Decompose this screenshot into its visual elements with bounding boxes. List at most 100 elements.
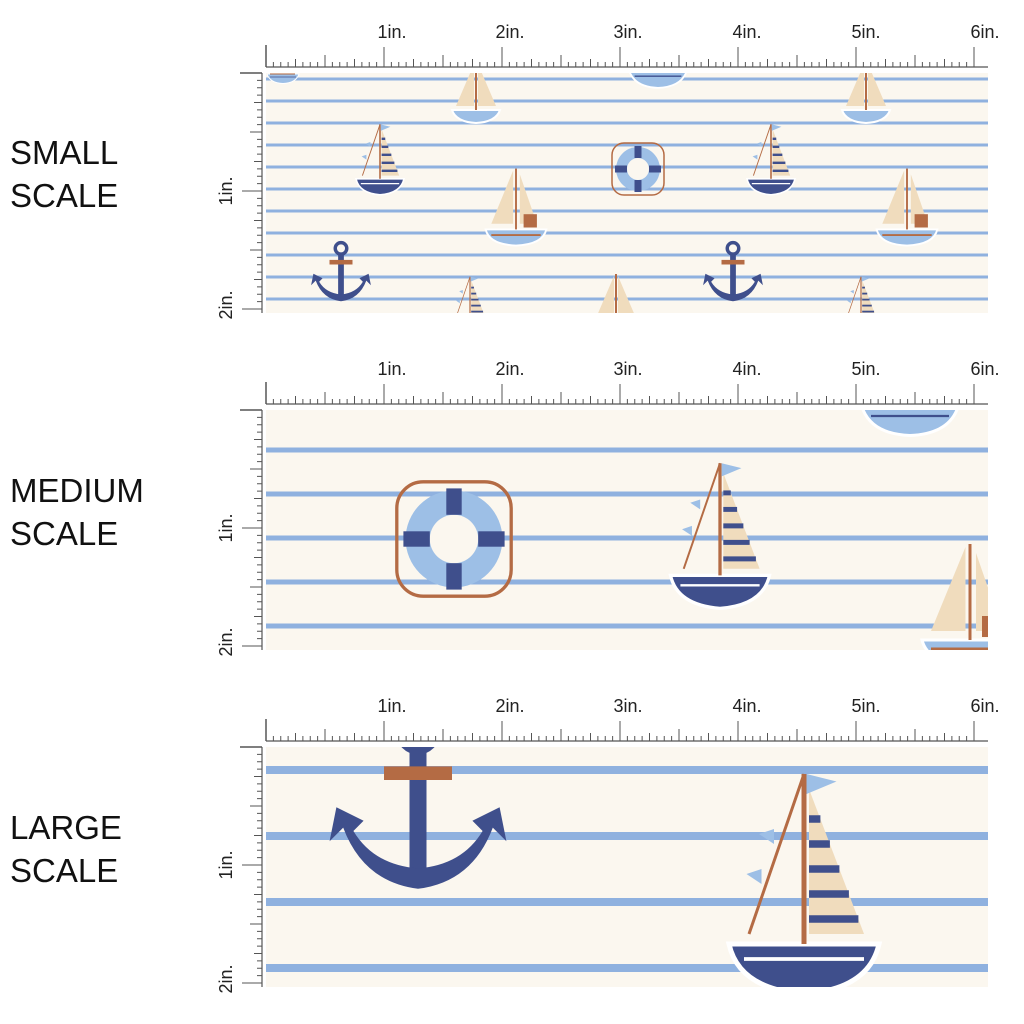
- anchor-shank: [338, 254, 344, 298]
- pennant: [759, 829, 774, 844]
- main-sail: [976, 553, 988, 631]
- ring-hole: [429, 514, 479, 564]
- anchor-arms: [329, 807, 507, 889]
- large-scale-swatch: 1in. 2in. 3in. 4in. 5in. 6in. 1in. 2in.: [216, 696, 1000, 994]
- hull: [484, 228, 548, 247]
- ring-band: [615, 165, 627, 173]
- ruler-label-3in: 3in.: [613, 696, 642, 716]
- side-ruler: [240, 409, 263, 650]
- top-ruler: [265, 45, 988, 68]
- ruler-label-5in: 5in.: [851, 359, 880, 379]
- rope: [611, 142, 665, 196]
- small-scale-swatch: 1in. 2in. 3in. 4in. 5in. 6in. 1in. 2in.: [216, 22, 1000, 320]
- hull: [920, 638, 988, 650]
- stay-line: [682, 462, 721, 570]
- swatch-content: [266, 410, 988, 650]
- pennant: [752, 154, 758, 160]
- anchor-arms: [311, 273, 371, 302]
- flag: [861, 276, 869, 282]
- anchor-ring: [725, 240, 741, 256]
- stay-line: [752, 124, 772, 176]
- stay-line: [457, 276, 471, 313]
- hull: [266, 73, 300, 85]
- sailboat-icon: [355, 124, 405, 196]
- ruler-label-3in: 3in.: [613, 359, 642, 379]
- ruler-label-1in: 1in.: [377, 22, 406, 42]
- hull: [668, 573, 772, 611]
- ruler-label-4in: 4in.: [732, 359, 761, 379]
- side-ruler: [240, 746, 263, 987]
- ring-band: [634, 180, 642, 192]
- swatch-content: [266, 73, 988, 313]
- swatch-content: [266, 747, 988, 987]
- flag: [771, 124, 782, 131]
- sail-left: [456, 73, 474, 106]
- anchor-icon: [311, 240, 371, 302]
- sailboat-icon: [725, 773, 883, 987]
- ruler-label-5in: 5in.: [851, 696, 880, 716]
- hull: [746, 177, 796, 196]
- ruler-label-2in: 2in.: [495, 696, 524, 716]
- ruler-label-2in: 2in.: [495, 359, 524, 379]
- side-ruler: [240, 72, 263, 313]
- sailboat-icon: [840, 73, 892, 125]
- ring-band: [446, 563, 462, 590]
- ruler-label-1in: 1in.: [377, 696, 406, 716]
- anchor-stock: [721, 259, 745, 265]
- anchor-stock: [329, 259, 353, 265]
- cabin: [914, 214, 928, 228]
- sail-left: [846, 73, 864, 106]
- medium-scale-label: MEDIUM SCALE: [10, 469, 144, 555]
- label-line1: MEDIUM: [10, 472, 144, 509]
- pennant: [456, 299, 460, 304]
- hull: [450, 109, 502, 125]
- fabric-swatch: [266, 410, 988, 650]
- side-label-2in: 2in.: [216, 627, 236, 656]
- large-scale-panel: 1in. 2in. 3in. 4in. 5in. 6in. 1in. 2in.: [0, 674, 1024, 1004]
- side-label-1in: 1in.: [216, 176, 236, 205]
- sailboat-icon: [450, 73, 502, 125]
- label-line2: SCALE: [10, 177, 119, 214]
- hull: [840, 109, 892, 125]
- label-line1: SMALL: [10, 134, 119, 171]
- sail-right: [478, 73, 496, 106]
- rowboat-icon: [266, 73, 300, 85]
- rowboat-icon: [861, 410, 959, 438]
- ring-band: [446, 488, 462, 515]
- sailboat-icon: [484, 168, 548, 247]
- flag: [380, 124, 391, 131]
- pennant: [756, 142, 762, 147]
- pennant: [746, 869, 762, 884]
- anchor-ring: [333, 240, 349, 256]
- cabin: [982, 616, 988, 637]
- label-line1: LARGE: [10, 809, 122, 846]
- swatch-background: [266, 410, 988, 650]
- pennant: [682, 525, 692, 536]
- anchor-arms: [703, 273, 763, 302]
- sailboat-icon: [920, 544, 988, 650]
- ruler-label-4in: 4in.: [732, 22, 761, 42]
- ruler-label-3in: 3in.: [613, 22, 642, 42]
- life-ring-icon: [395, 480, 513, 598]
- anchor-shank: [730, 254, 736, 298]
- medium-scale-swatch: 1in. 2in. 3in. 4in. 5in. 6in. 1in. 2in.: [216, 359, 1000, 657]
- ruler-label-2in: 2in.: [495, 22, 524, 42]
- side-label-2in: 2in.: [216, 964, 236, 993]
- anchor-icon: [703, 240, 763, 302]
- anchor-shank: [409, 749, 427, 879]
- flag: [806, 774, 837, 794]
- anchor-stock: [384, 766, 452, 780]
- small-scale-panel: 1in. 2in. 3in. 4in. 5in. 6in. 1in. 2in.: [0, 0, 1024, 330]
- main-sail: [381, 129, 400, 176]
- small-scale-label: SMALL SCALE: [10, 131, 118, 217]
- flag: [721, 463, 742, 477]
- large-scale-label: LARGE SCALE: [10, 806, 122, 892]
- fabric-swatch: [266, 747, 988, 987]
- cabin: [523, 214, 537, 228]
- rope: [395, 480, 513, 598]
- sail-right: [868, 73, 886, 106]
- top-ruler: [265, 719, 988, 742]
- ruler-label-6in: 6in.: [970, 696, 999, 716]
- anchor-icon: [329, 747, 507, 889]
- ring-hole: [627, 158, 649, 180]
